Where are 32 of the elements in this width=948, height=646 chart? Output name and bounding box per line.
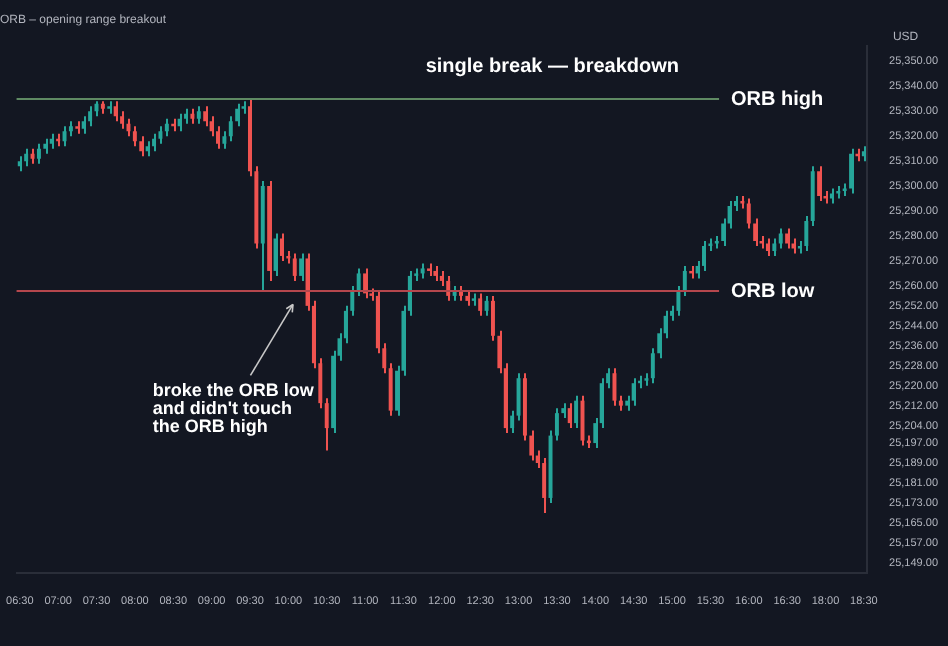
candlestick — [631, 377, 636, 407]
annotation: broke the ORB low and didn't touch the ORB high — [152, 380, 316, 437]
candlestick — [542, 457, 547, 514]
candlestick — [778, 227, 783, 250]
candlestick — [107, 100, 112, 115]
ref-line-label: ORB high — [731, 88, 824, 111]
candlestick — [427, 262, 432, 277]
candlestick — [88, 105, 93, 128]
annotation: single break — breakdown — [425, 55, 680, 78]
candlestick — [567, 402, 572, 430]
candlestick — [612, 367, 617, 407]
candlestick — [228, 115, 233, 143]
ref-line-label: ORB low — [731, 280, 815, 303]
candlestick — [484, 294, 489, 317]
candlestick — [299, 252, 304, 282]
candlestick — [203, 105, 208, 128]
candlestick — [279, 232, 284, 262]
candlestick — [113, 100, 118, 123]
candlestick — [132, 125, 137, 148]
candlestick — [75, 120, 80, 135]
candlestick — [702, 239, 706, 272]
candlestick — [36, 142, 41, 165]
candlestick — [273, 232, 278, 277]
candlestick — [478, 292, 483, 317]
candlestick — [849, 147, 854, 195]
candlestick — [574, 394, 579, 430]
candlestick — [267, 180, 272, 282]
candlestick — [363, 267, 368, 300]
candlestick — [817, 165, 822, 203]
candlestick — [785, 227, 790, 250]
candlestick — [62, 125, 67, 148]
candlestick — [292, 252, 297, 282]
